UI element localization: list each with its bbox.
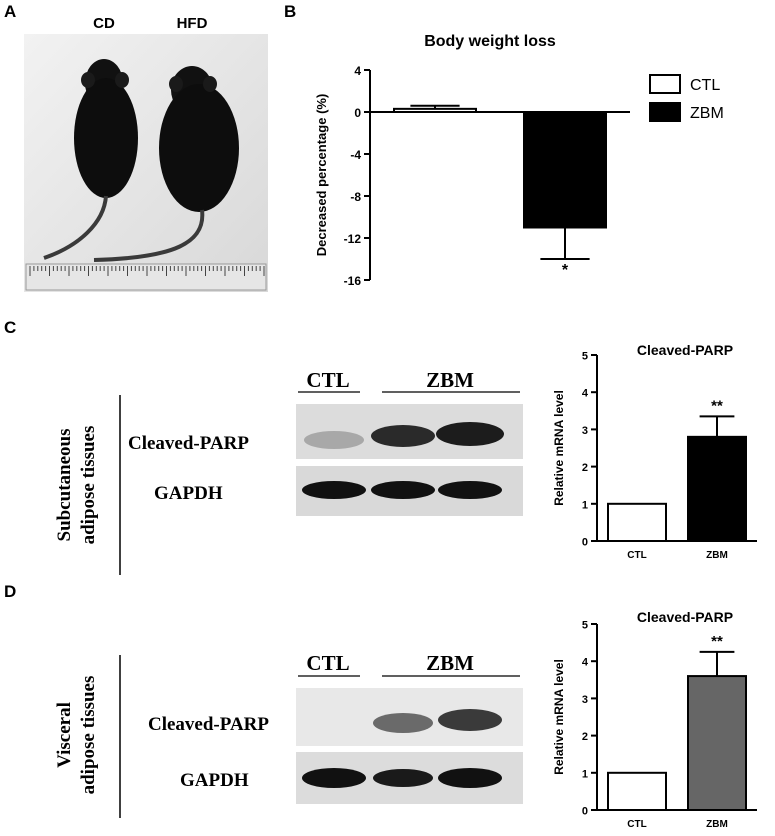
bar-zbm xyxy=(523,111,607,229)
y-tick-label: 0 xyxy=(354,106,361,120)
y-tick-label: 2 xyxy=(582,462,588,474)
legend-label-zbm: ZBM xyxy=(690,105,724,122)
chart-d-cleaved-parp: Cleaved-PARP Relative mRNA level 0 1 2 3 4 5 CTL… xyxy=(552,609,757,830)
blot-c-band-gapdh-1 xyxy=(302,481,366,499)
bar-zbm xyxy=(687,675,747,811)
legend-label-ctl: CTL xyxy=(690,77,720,94)
mouse-photo: CD HFD xyxy=(24,15,268,292)
y-tick-label: 4 xyxy=(582,657,589,669)
y-axis-label: Relative mRNA level xyxy=(552,390,566,506)
western-blot-d: CTL ZBM Cleaved-PARP GAPDH xyxy=(148,651,523,804)
panel-label-b: B xyxy=(284,2,297,21)
panel-label-a: A xyxy=(4,2,17,21)
blot-d-group-zbm: ZBM xyxy=(426,651,474,675)
y-tick-label: 3 xyxy=(582,694,588,706)
x-tick-label: ZBM xyxy=(706,819,728,830)
chart-title: Cleaved-PARP xyxy=(637,609,733,625)
blot-c-band-parp-1 xyxy=(304,431,364,449)
tissue-label-c: Subcutaneous adipose tissues xyxy=(54,395,121,575)
western-blot-c: CTL ZBM Cleaved-PARP GAPDH xyxy=(128,368,523,516)
blot-c-group-zbm: ZBM xyxy=(426,368,474,392)
blot-d-group-ctl: CTL xyxy=(306,651,349,675)
significance-marker: ** xyxy=(711,397,723,414)
mouse-label-cd: CD xyxy=(93,15,115,32)
ruler xyxy=(25,263,267,291)
blot-c-row-gapdh: GAPDH xyxy=(154,483,223,504)
y-tick-label: -8 xyxy=(350,190,361,204)
chart-title: Cleaved-PARP xyxy=(637,342,733,358)
tissue-label-d: Visceral adipose tissues xyxy=(54,655,121,818)
tissue-label-d-line1: Visceral xyxy=(54,702,75,768)
blot-c-band-parp-3 xyxy=(436,422,504,446)
y-tick-label: 0 xyxy=(582,806,588,818)
chart-c-cleaved-parp: Cleaved-PARP Relative mRNA level 0 1 2 3 4 5 CTL… xyxy=(552,342,757,561)
bar-zbm xyxy=(687,435,747,542)
chart-body-weight-loss: Body weight loss Decreased percentage (%)… xyxy=(314,33,724,288)
y-tick-label: 5 xyxy=(582,351,588,363)
y-tick-label: 1 xyxy=(582,499,588,511)
y-tick-label: 0 xyxy=(582,537,588,549)
x-tick-label: CTL xyxy=(627,550,646,561)
x-tick-label: CTL xyxy=(627,819,646,830)
x-tick-label: ZBM xyxy=(706,550,728,561)
blot-c-row-parp: Cleaved-PARP xyxy=(128,433,249,454)
tissue-label-c-line1: Subcutaneous xyxy=(54,429,75,542)
blot-d-band-parp-2 xyxy=(373,713,433,733)
hfd-mouse xyxy=(93,66,239,262)
bar-ctl xyxy=(607,502,667,543)
panel-label-d: D xyxy=(4,582,17,601)
cd-mouse xyxy=(43,59,138,260)
blot-c-band-gapdh-3 xyxy=(438,481,502,499)
y-tick-label: -4 xyxy=(350,148,361,162)
y-axis-label: Decreased percentage (%) xyxy=(314,94,329,257)
mouse-label-hfd: HFD xyxy=(177,15,208,32)
panel-label-c: C xyxy=(4,318,17,337)
blot-d-band-parp-3 xyxy=(438,709,502,731)
blot-c-group-ctl: CTL xyxy=(306,368,349,392)
y-tick-label: 1 xyxy=(582,768,588,780)
y-tick-label: -16 xyxy=(344,274,362,288)
tissue-label-c-line2: adipose tissues xyxy=(78,426,99,545)
y-tick-label: 2 xyxy=(582,731,588,743)
blot-d-band-gapdh-3 xyxy=(438,768,502,788)
blot-d-band-gapdh-2 xyxy=(373,769,433,787)
blot-d-row-gapdh: GAPDH xyxy=(180,770,249,791)
significance-marker: * xyxy=(562,262,569,279)
blot-c-band-gapdh-2 xyxy=(371,481,435,499)
blot-c-band-parp-2 xyxy=(371,425,435,447)
y-tick-label: 4 xyxy=(354,64,361,78)
bar-ctl xyxy=(393,107,477,113)
bar-ctl xyxy=(607,771,667,812)
chart-title: Body weight loss xyxy=(424,33,556,50)
y-tick-label: 5 xyxy=(582,620,588,632)
blot-d-band-gapdh-1 xyxy=(302,768,366,788)
legend-swatch-zbm xyxy=(649,102,681,122)
y-tick-label: 3 xyxy=(582,425,588,437)
legend-swatch-ctl xyxy=(649,74,681,94)
y-tick-label: -12 xyxy=(344,232,362,246)
tissue-label-d-line2: adipose tissues xyxy=(78,676,99,795)
significance-marker: ** xyxy=(711,633,723,650)
blot-d-row-parp: Cleaved-PARP xyxy=(148,714,269,735)
y-tick-label: 4 xyxy=(582,388,589,400)
y-axis-label: Relative mRNA level xyxy=(552,659,566,775)
